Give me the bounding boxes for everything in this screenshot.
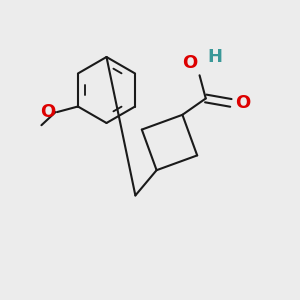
- Text: O: O: [40, 103, 56, 121]
- Text: H: H: [207, 48, 222, 66]
- Text: O: O: [235, 94, 250, 112]
- Text: O: O: [182, 54, 197, 72]
